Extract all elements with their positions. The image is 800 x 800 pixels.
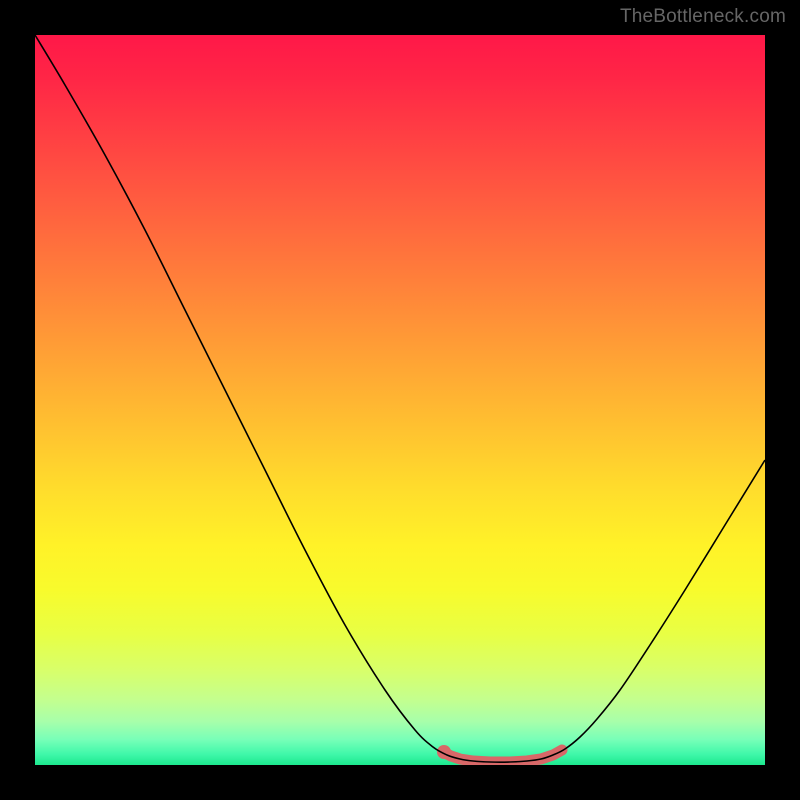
highlight-start-marker — [437, 745, 451, 759]
chart-svg — [35, 35, 765, 765]
plot-area — [35, 35, 765, 765]
gradient-background — [35, 35, 765, 765]
watermark-text: TheBottleneck.com — [620, 6, 786, 28]
